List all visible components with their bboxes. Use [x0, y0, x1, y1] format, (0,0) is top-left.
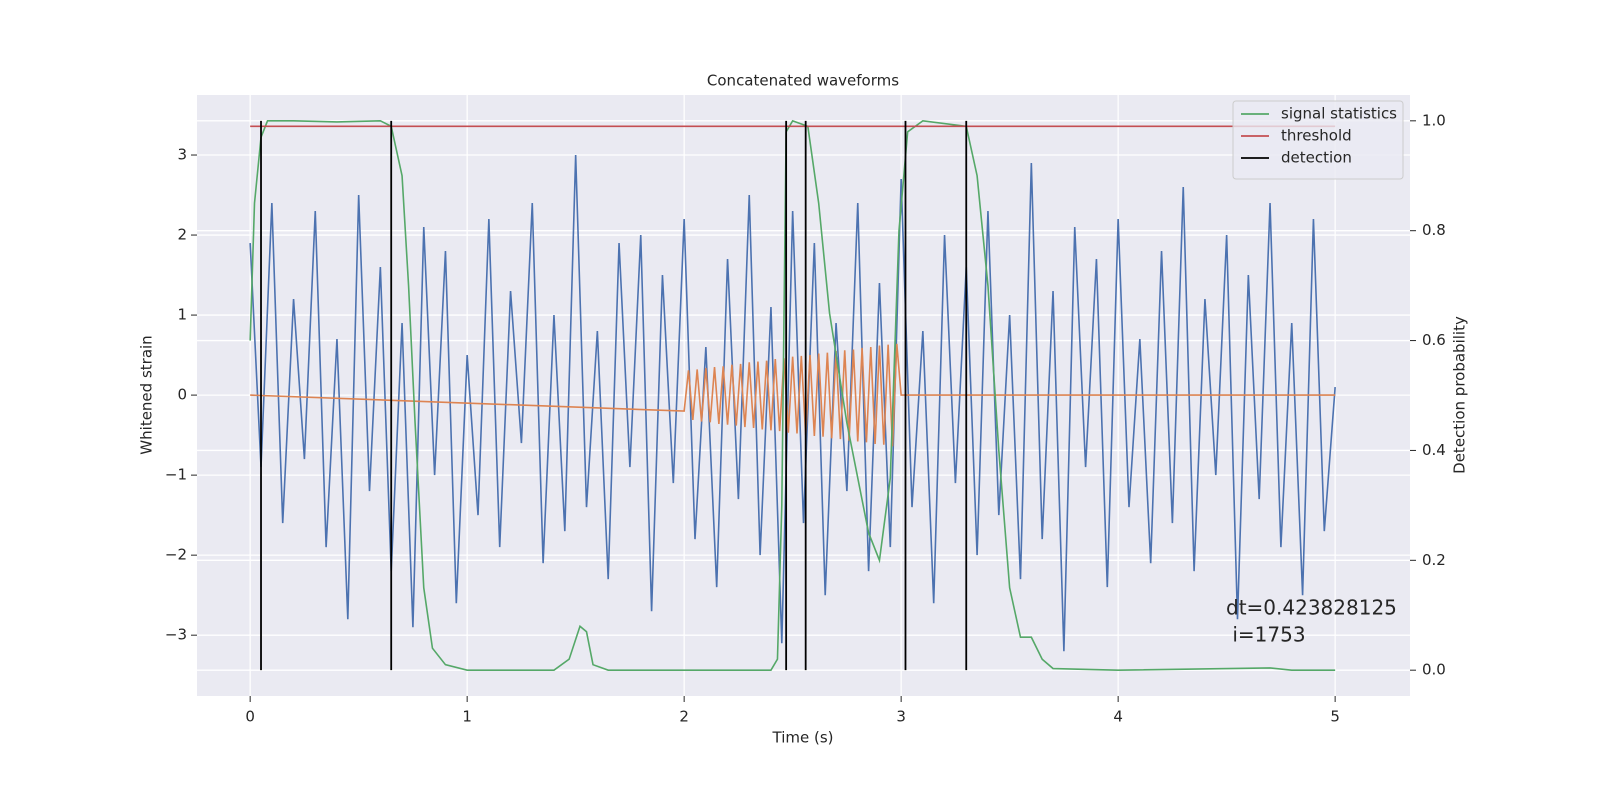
- y2-tick-label: 0.6: [1422, 331, 1446, 349]
- legend-box: [1232, 100, 1404, 180]
- x-tick-label: 0: [245, 708, 255, 726]
- y-tick-label: −2: [165, 546, 187, 564]
- x-tick-label: 4: [1113, 708, 1123, 726]
- legend-label: threshold: [1281, 127, 1352, 145]
- legend-label: detection: [1281, 149, 1352, 167]
- marks: [249, 119, 1336, 671]
- chart-title: Concatenated waveforms: [707, 72, 899, 90]
- y-tick-label: 3: [177, 146, 187, 164]
- series-line: [249, 119, 1336, 671]
- legend: signal statistics threshold detection: [1232, 100, 1404, 180]
- annotation: dt=0.423828125: [1226, 596, 1397, 620]
- x-tick-label: 5: [1330, 708, 1340, 726]
- y2-tick-label: 0.0: [1422, 661, 1446, 679]
- series-line: [250, 343, 1336, 447]
- y2-tick-label: 0.8: [1422, 221, 1446, 239]
- y2-tick-label: 1.0: [1422, 111, 1446, 129]
- y-tick-label: 1: [177, 306, 187, 324]
- axes: 0 1 2 3 4 5 −3 −2 −1 0 1 2 3 0.0 0.2 0.4 0.6 0.8 1.0: [165, 111, 1446, 725]
- x-axis-label: Time (s): [772, 729, 834, 747]
- legend-label: signal statistics: [1281, 105, 1397, 123]
- x-tick-label: 1: [462, 708, 472, 726]
- series-line: [249, 154, 1336, 652]
- y-tick-label: 2: [177, 226, 187, 244]
- y2-tick-label: 0.2: [1422, 551, 1446, 569]
- y-tick-label: −1: [165, 466, 187, 484]
- x-tick-label: 2: [679, 708, 689, 726]
- y-tick-label: −3: [165, 626, 187, 644]
- y-tick-label: 0: [177, 386, 187, 404]
- x-tick-label: 3: [896, 708, 906, 726]
- y2-tick-label: 0.4: [1422, 441, 1446, 459]
- annotation: i=1753: [1226, 623, 1306, 647]
- y2-axis-label: Detection probability: [1451, 316, 1469, 474]
- y-axis-label: Whitened strain: [138, 335, 156, 454]
